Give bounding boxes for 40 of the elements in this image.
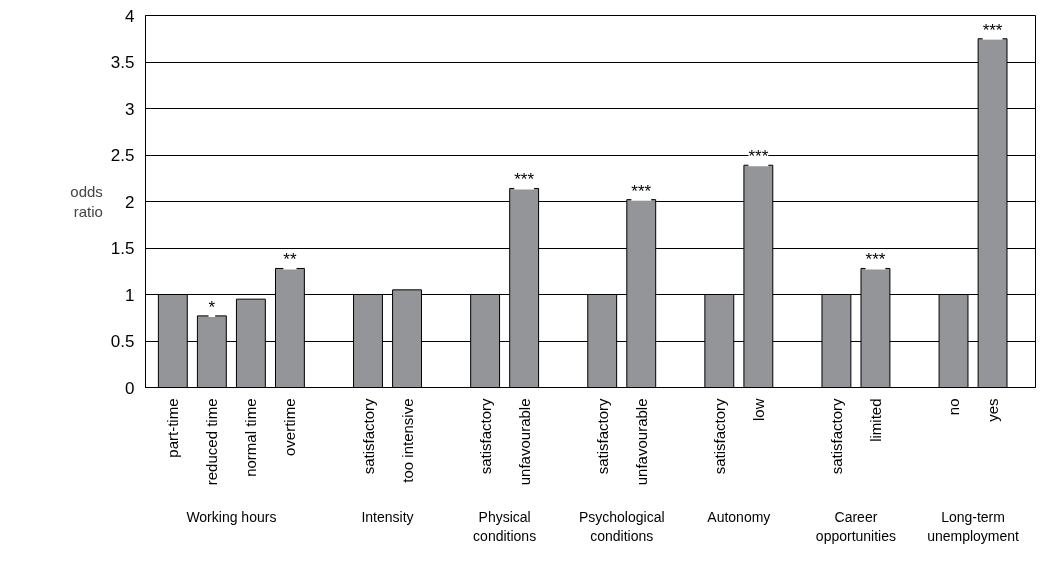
y-tick-label: 0.5 [110,332,135,351]
x-tick-label: satisfactory [710,398,728,475]
x-tick-label: satisfactory [827,398,845,475]
y-tick-label: 3 [125,99,135,119]
x-tick-label: low [749,398,767,422]
x-tick-label: unfavourable [515,398,533,486]
data-label: *** [514,170,535,190]
x-tick-label: overtime [281,398,299,457]
y-tick-label: 3.5 [110,53,135,72]
text: Intensity [361,508,414,525]
y-axis-title: odds ratio [70,182,103,221]
text: Autonomy [707,508,771,525]
x-tick-label: part-time [164,398,182,458]
data-label: *** [865,250,886,270]
data-label: * [208,297,216,317]
x-tick-label: no [945,398,963,416]
x-tick-label: unfavourable [632,398,650,486]
y-tick-label: 1 [125,285,135,305]
y-tick-label: 1.5 [110,239,135,258]
x-tick-label: normal time [242,398,260,477]
y-tick-label: 4 [125,6,135,26]
y-tick-label: 2.5 [110,146,135,165]
data-label: *** [982,20,1003,40]
x-tick-label: satisfactory [476,398,494,475]
text: Working hours [186,508,277,525]
x-tick-label: too intensive [398,398,416,483]
text: Career opportunities [815,508,897,544]
x-tick-label: limited [866,398,884,442]
y-tick-label: 2 [125,192,135,212]
data-label: ** [283,250,297,270]
y-tick-label: 0 [125,378,135,398]
data-label: *** [631,181,652,201]
x-tick-label: satisfactory [359,398,377,475]
text: Physical conditions [473,508,537,544]
x-tick-label: yes [984,398,1002,422]
data-label: *** [748,147,769,167]
text: Long-term unemployment [927,508,1020,544]
text: Psychological conditions [578,508,665,544]
x-tick-label: reduced time [203,398,221,486]
x-tick-label: satisfactory [593,398,611,475]
